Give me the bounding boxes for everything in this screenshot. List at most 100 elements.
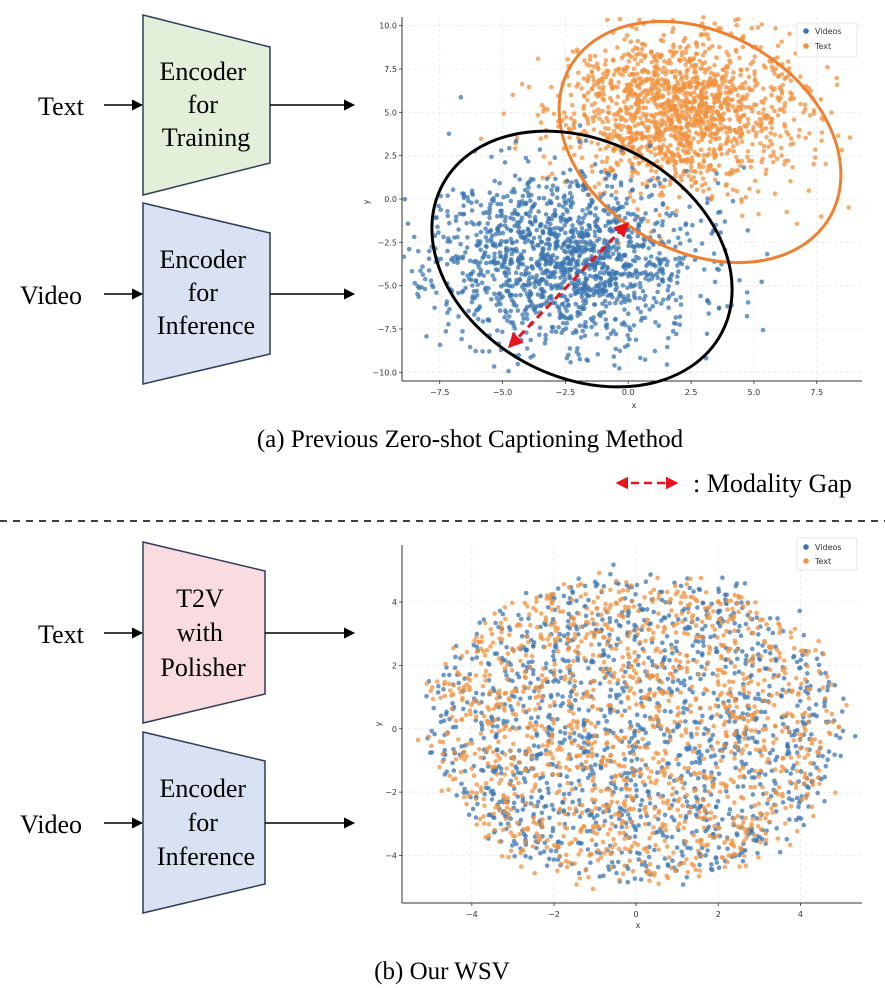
data-point-text (740, 747, 746, 752)
data-point-videos (474, 655, 480, 660)
data-point-text (684, 72, 689, 78)
data-point-text (657, 138, 663, 143)
data-point-text (625, 106, 631, 111)
data-point-text (811, 111, 817, 116)
data-point-text (673, 159, 678, 164)
data-point-videos (459, 289, 465, 295)
data-point-text (738, 163, 743, 168)
data-point-text (733, 168, 738, 174)
data-point-videos (482, 250, 488, 255)
data-point-text (643, 105, 649, 111)
data-point-text (778, 86, 783, 92)
data-point-videos (697, 760, 703, 766)
data-point-videos (723, 664, 728, 670)
data-point-text (739, 103, 745, 108)
data-point-videos (486, 812, 492, 818)
data-point-text (435, 679, 440, 684)
data-point-videos (672, 798, 677, 803)
data-point-text (620, 136, 626, 142)
data-point-text (632, 57, 638, 62)
data-point-videos (666, 284, 672, 289)
data-point-videos (630, 187, 635, 192)
data-point-text (737, 119, 743, 124)
data-point-videos (580, 328, 586, 334)
data-point-text (595, 80, 601, 85)
data-point-videos (722, 219, 728, 224)
data-point-videos (447, 220, 452, 226)
data-point-videos (607, 694, 613, 699)
data-point-videos (708, 754, 714, 759)
data-point-videos (609, 192, 614, 198)
data-point-videos (676, 761, 681, 767)
data-point-videos (499, 208, 504, 214)
data-point-text (655, 52, 660, 57)
data-point-text (772, 108, 777, 114)
encoder-for-inference (142, 731, 266, 914)
data-point-text (602, 167, 608, 173)
data-point-videos (537, 257, 543, 262)
data-point-text (694, 51, 700, 57)
data-point-videos (581, 216, 586, 221)
data-point-text (633, 132, 638, 137)
data-point-videos (711, 690, 717, 696)
data-point-videos (677, 322, 683, 328)
data-point-text (682, 819, 688, 824)
data-point-videos (797, 608, 802, 614)
data-point-videos (655, 175, 661, 181)
data-point-videos (582, 306, 587, 311)
data-point-videos (584, 828, 590, 834)
data-point-videos (660, 219, 665, 224)
data-point-videos (639, 219, 644, 224)
data-point-videos (607, 301, 612, 306)
data-point-videos (657, 251, 662, 256)
data-point-text (629, 54, 634, 59)
data-point-text (792, 626, 798, 632)
data-point-videos (533, 218, 538, 223)
data-point-text (698, 66, 703, 71)
data-point-videos (475, 239, 481, 244)
data-point-videos (567, 791, 572, 797)
data-point-videos (541, 849, 547, 854)
data-point-videos (562, 821, 568, 827)
data-point-text (641, 79, 646, 85)
data-point-videos (577, 221, 583, 226)
data-point-text (642, 95, 647, 101)
data-point-text (548, 622, 553, 628)
data-point-text (518, 864, 524, 869)
data-point-videos (669, 272, 675, 277)
data-point-videos (522, 187, 528, 193)
data-point-videos (662, 708, 668, 714)
data-point-videos (701, 731, 707, 737)
data-point-text (844, 702, 849, 708)
data-point-videos (524, 304, 530, 310)
data-point-videos (670, 210, 675, 216)
data-point-text (645, 219, 651, 224)
data-point-videos (597, 642, 602, 647)
data-point-text (699, 137, 705, 143)
data-point-videos (501, 282, 507, 288)
data-point-text (788, 803, 794, 809)
data-point-text (686, 99, 692, 105)
data-point-videos (565, 209, 570, 215)
data-point-text (683, 50, 689, 55)
data-point-text (598, 147, 603, 152)
data-point-text (597, 116, 602, 121)
data-point-videos (420, 272, 426, 277)
data-point-text (672, 868, 678, 874)
data-point-videos (508, 228, 514, 234)
data-point-videos (568, 198, 574, 204)
data-point-videos (684, 799, 690, 804)
legend-text-label: Text (814, 42, 831, 51)
data-point-text (576, 611, 582, 617)
data-point-text (782, 76, 788, 81)
data-point-text (511, 784, 516, 789)
data-point-text (572, 120, 577, 125)
data-point-text (720, 75, 725, 80)
data-point-text (823, 161, 828, 167)
data-point-videos (746, 736, 751, 741)
data-point-videos (450, 701, 455, 706)
data-point-text (506, 823, 512, 829)
data-point-videos (752, 775, 757, 780)
data-point-text (726, 86, 732, 91)
data-point-videos (689, 734, 694, 739)
